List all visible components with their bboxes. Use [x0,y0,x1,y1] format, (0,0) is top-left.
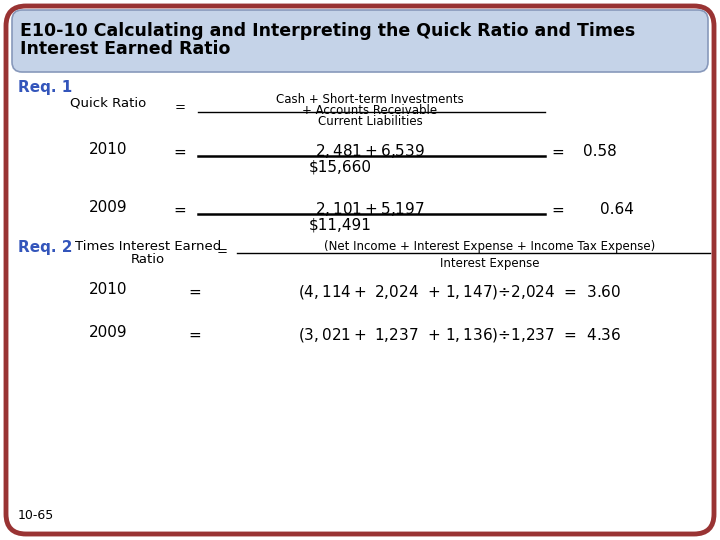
Text: ($3,021  + $ 1,237  + $1,136) ÷ $1,237  =  4.36: ($3,021 + $ 1,237 + $1,136) ÷ $1,237 = 4… [298,326,621,344]
Text: + Accounts Receivable: + Accounts Receivable [302,104,438,117]
Text: Times Interest Earned: Times Interest Earned [75,240,221,253]
Text: Current Liabilities: Current Liabilities [318,115,423,128]
Text: =: = [189,327,202,342]
Text: Interest Earned Ratio: Interest Earned Ratio [20,40,230,58]
Text: =: = [552,145,564,159]
Text: (Net Income + Interest Expense + Income Tax Expense): (Net Income + Interest Expense + Income … [325,240,656,253]
Text: $2,481 + $6,539: $2,481 + $6,539 [315,142,425,160]
Text: =: = [217,246,228,259]
Text: 2009: 2009 [89,200,127,215]
Text: Quick Ratio: Quick Ratio [70,97,146,110]
Text: 2010: 2010 [89,282,127,297]
FancyBboxPatch shape [12,10,708,72]
Text: ($4,114  + $ 2,024  + $1,147) ÷ $2,024  =  3.60: ($4,114 + $ 2,024 + $1,147) ÷ $2,024 = 3… [298,283,621,301]
Text: =: = [174,102,186,114]
Text: $2,101 + $5,197: $2,101 + $5,197 [315,200,425,218]
Text: E10-10 Calculating and Interpreting the Quick Ratio and Times: E10-10 Calculating and Interpreting the … [20,22,635,40]
Text: 2009: 2009 [89,325,127,340]
Text: 10-65: 10-65 [18,509,54,522]
Text: 0.64: 0.64 [600,202,634,218]
Text: =: = [174,202,186,218]
Text: Req. 1: Req. 1 [18,80,72,95]
Text: $11,491: $11,491 [309,217,372,232]
Text: Interest Expense: Interest Expense [440,257,540,270]
Text: Req. 2: Req. 2 [18,240,73,255]
Text: 2010: 2010 [89,142,127,157]
Text: Ratio: Ratio [131,253,165,266]
Text: =: = [552,202,564,218]
FancyBboxPatch shape [6,6,714,534]
Text: =: = [189,285,202,300]
Text: =: = [174,145,186,159]
Text: $15,660: $15,660 [308,159,372,174]
Text: Cash + Short-term Investments: Cash + Short-term Investments [276,93,464,106]
Text: 0.58: 0.58 [583,145,617,159]
